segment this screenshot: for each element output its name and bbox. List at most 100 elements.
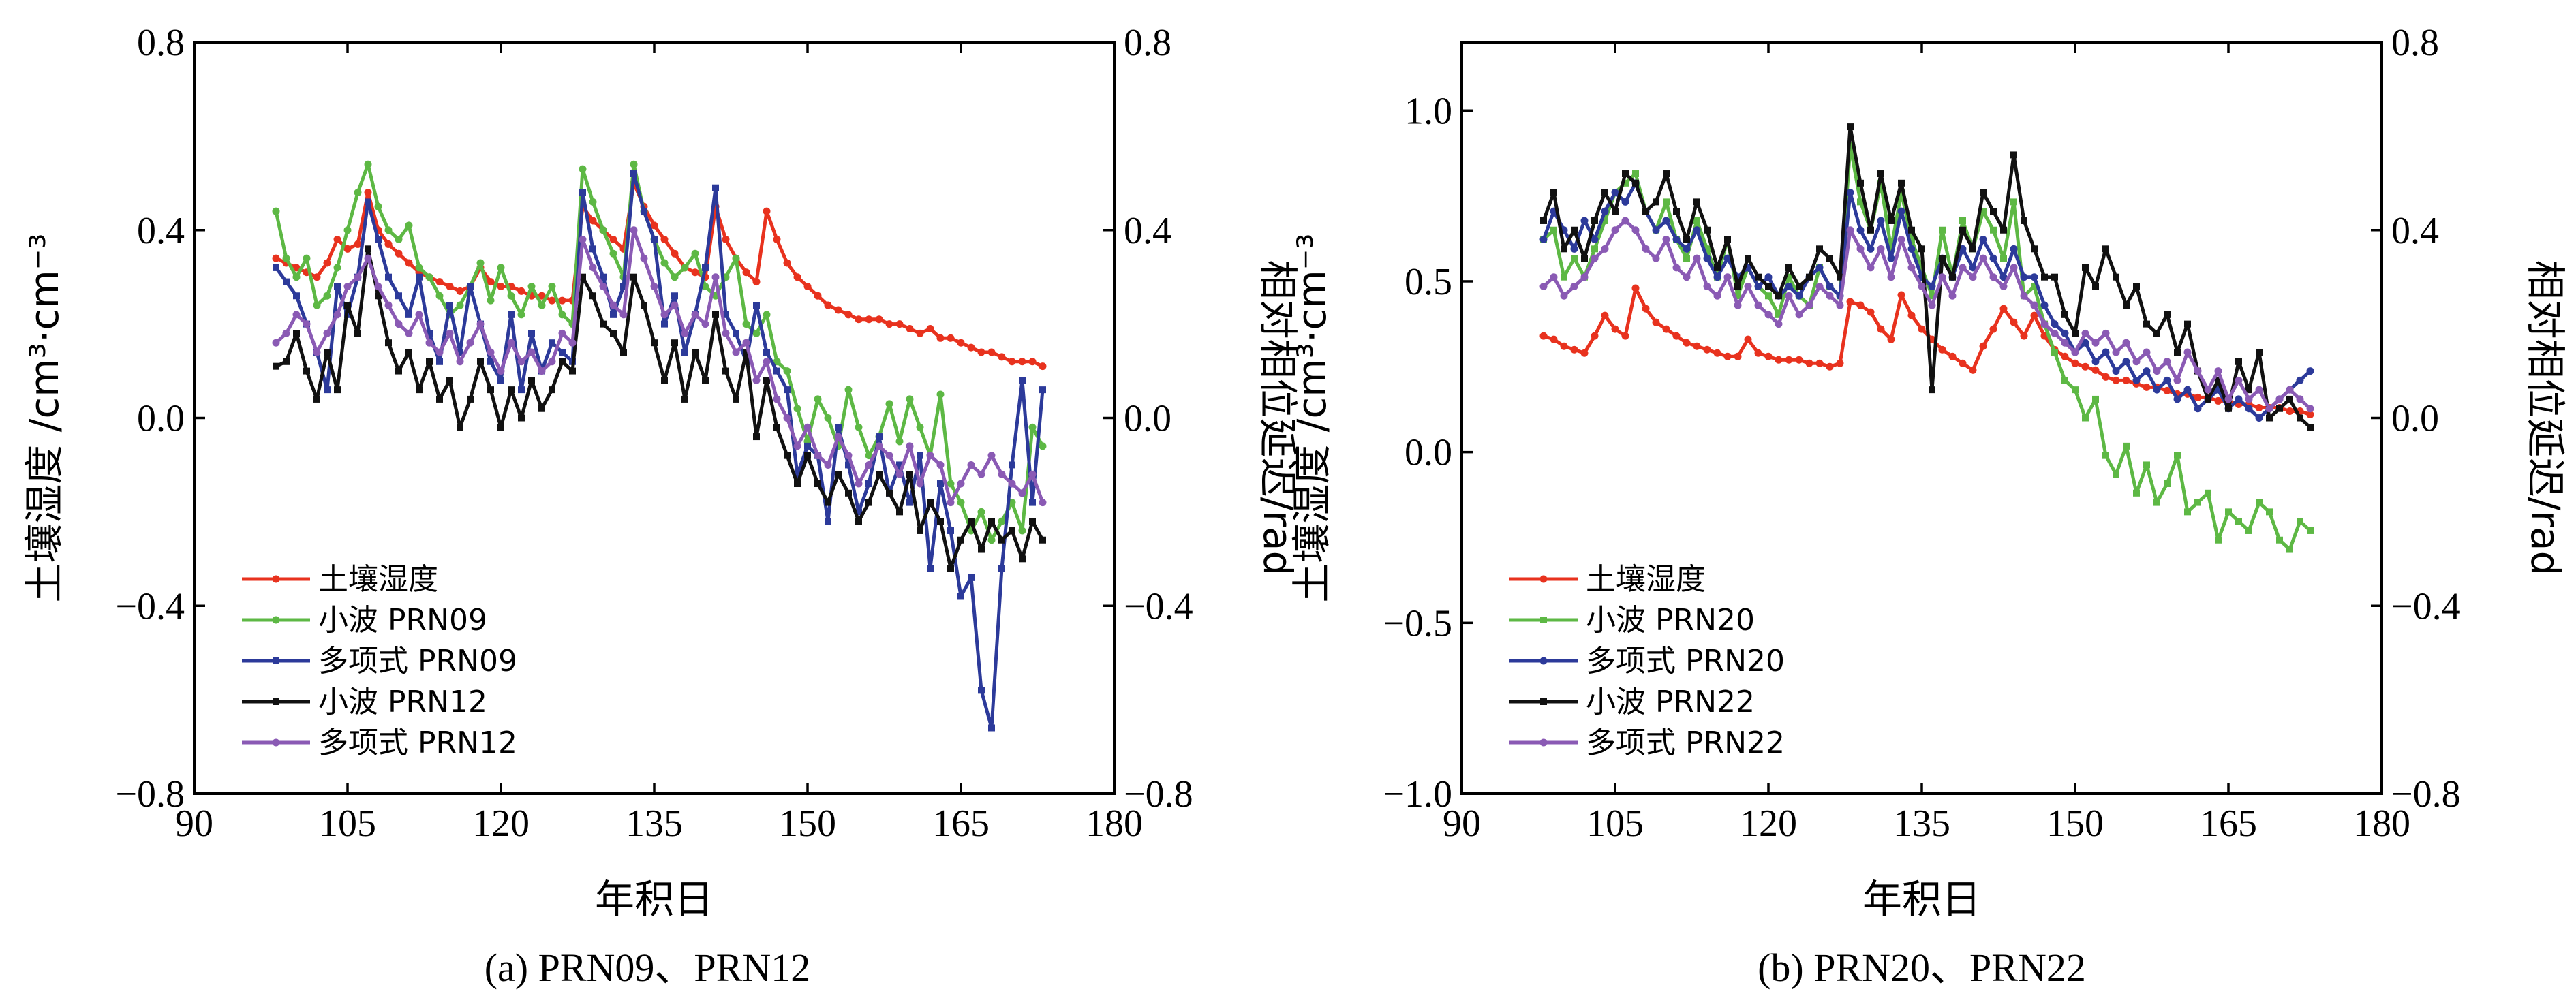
data-point (426, 358, 433, 365)
data-point (1591, 254, 1599, 262)
y-right-tick-label: 0.4 (1124, 210, 1171, 252)
data-point (947, 499, 955, 507)
data-point (436, 395, 443, 403)
data-point (1570, 282, 1578, 290)
data-point (763, 311, 771, 319)
data-point (876, 433, 883, 441)
data-point (497, 377, 504, 384)
data-point (1019, 377, 1026, 384)
data-point (1836, 359, 1844, 367)
data-point (1703, 254, 1711, 262)
data-point (2092, 283, 2099, 290)
data-point (906, 395, 914, 403)
data-point (1029, 499, 1036, 506)
legend-label: 小波 PRN12 (318, 685, 487, 719)
data-point (1550, 189, 1557, 196)
chart-b: 90 105 120 135 150 165 180 −1.0 −0.5 0.0 0.5 1.0 −0.… (1289, 22, 2569, 922)
data-point (1550, 226, 1557, 234)
data-point (1907, 311, 1916, 319)
data-point (1560, 292, 1568, 300)
data-point (783, 259, 791, 267)
data-point (916, 329, 924, 337)
data-point (425, 339, 433, 347)
data-point (753, 433, 760, 441)
data-point (1785, 282, 1793, 290)
y-right-axis-title: 相对相位延迟/rad (1255, 260, 1301, 576)
y-right-tick-label: 0.8 (2391, 22, 2439, 64)
data-point (1550, 335, 1558, 343)
data-point (967, 461, 975, 469)
data-point (2112, 348, 2120, 356)
data-point (426, 330, 433, 337)
data-point (395, 367, 402, 375)
data-point (538, 301, 546, 309)
data-point (487, 386, 494, 394)
data-point (1990, 208, 1997, 215)
data-point (589, 245, 596, 253)
y-left-tick-label: 0.4 (137, 210, 185, 252)
data-point (1622, 170, 1629, 178)
data-point (405, 221, 413, 230)
legend-entry: 多项式 PRN20 (1509, 644, 1785, 679)
data-point (395, 320, 403, 328)
data-point (293, 292, 300, 300)
data-point (303, 320, 311, 328)
chart-a: 90 105 120 135 150 165 180−0.8−0.40.00.40.8−0.… (21, 22, 1301, 922)
data-point (2297, 414, 2303, 422)
data-point (926, 452, 934, 460)
data-point (487, 278, 495, 286)
data-point (1561, 273, 1567, 281)
data-point (988, 518, 995, 525)
data-point (313, 348, 321, 356)
data-point (1754, 349, 1762, 357)
data-point (2307, 527, 2314, 534)
data-point (415, 264, 423, 272)
data-point (395, 236, 403, 244)
data-point (2225, 508, 2232, 516)
data-point (1601, 207, 1609, 215)
data-point (2061, 339, 2069, 347)
data-point (671, 339, 678, 347)
data-point (1928, 282, 1936, 290)
series-0 (272, 179, 1047, 371)
data-point (1039, 362, 1047, 371)
data-point (1989, 254, 1997, 262)
data-point (1642, 305, 1650, 313)
data-point (1591, 236, 1599, 244)
data-point (477, 358, 484, 365)
data-point (936, 334, 945, 342)
y-left-tick-label: −0.4 (115, 585, 185, 627)
series-line (275, 228, 1045, 505)
data-point (2266, 414, 2273, 422)
data-point (875, 315, 883, 324)
data-point (1918, 325, 1926, 333)
x-tick-label: 90 (175, 802, 213, 845)
data-point (865, 461, 873, 469)
data-point (917, 452, 923, 459)
data-point (2081, 362, 2089, 371)
data-point (1703, 282, 1711, 290)
data-point (2102, 329, 2110, 337)
data-point (1989, 325, 1997, 333)
data-point (1039, 386, 1046, 394)
data-point (722, 311, 729, 318)
data-point (384, 240, 393, 248)
data-point (753, 302, 760, 309)
data-point (303, 367, 310, 375)
data-point (2010, 318, 2018, 326)
data-point (1764, 273, 1773, 281)
data-point (936, 390, 945, 399)
data-point (2082, 264, 2089, 271)
data-point (538, 367, 546, 375)
data-point (1673, 208, 1680, 215)
data-point (803, 282, 812, 290)
data-point (364, 254, 372, 262)
data-point (1847, 123, 1854, 131)
data-point (702, 264, 709, 271)
data-point (987, 452, 996, 460)
data-point (569, 367, 576, 375)
data-point (895, 470, 904, 478)
data-point (1672, 264, 1681, 272)
data-point (2215, 536, 2222, 544)
data-point (1816, 245, 1823, 253)
